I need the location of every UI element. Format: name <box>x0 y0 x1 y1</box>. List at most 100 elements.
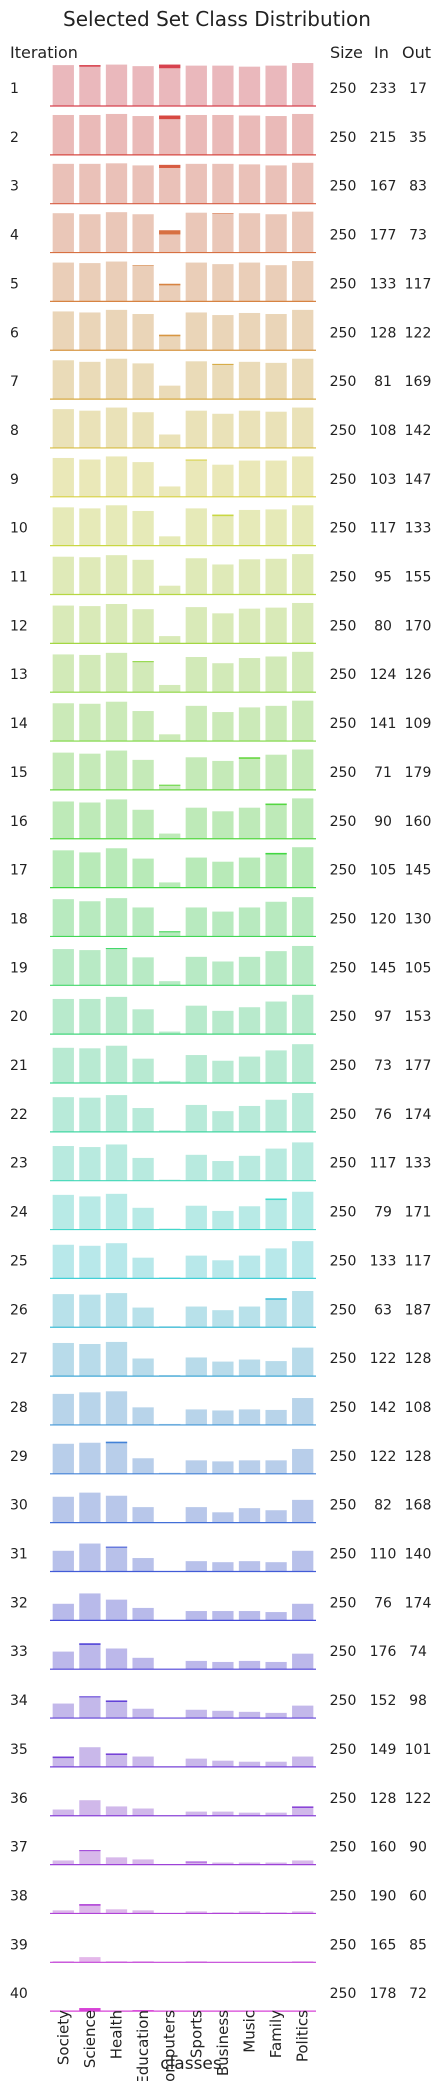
pool-bar <box>132 412 154 448</box>
pool-bar <box>238 1359 261 1377</box>
pool-bar <box>132 609 154 644</box>
pool-bar <box>105 163 128 204</box>
pool-bar <box>79 508 101 546</box>
selected-bar <box>159 334 181 337</box>
pool-bar <box>132 559 154 595</box>
pool-bar <box>105 407 128 448</box>
pool-bar <box>292 1499 314 1523</box>
pool-bar <box>185 657 207 693</box>
pool-bar <box>292 602 314 644</box>
pool-bar <box>185 1255 207 1279</box>
pool-bar <box>292 897 314 937</box>
pool-bar <box>265 116 287 155</box>
out-value: 133 <box>405 521 432 537</box>
pool-bar <box>265 901 287 937</box>
pool-bar <box>212 1111 234 1132</box>
pool-bar <box>238 1761 261 1767</box>
selected-bar <box>132 265 154 266</box>
pool-bar <box>292 1191 314 1230</box>
pool-bar <box>79 410 101 448</box>
x-tick-label: Science <box>81 2010 99 2068</box>
iteration-row: 20 250 97 153 <box>10 994 431 1035</box>
size-value: 250 <box>330 1351 357 1367</box>
pool-bar <box>159 115 181 155</box>
pool-bar <box>159 882 181 888</box>
pool-bar <box>105 456 128 497</box>
iteration-label: 2 <box>10 130 19 146</box>
pool-bar <box>105 652 128 693</box>
pool-bar <box>185 361 207 400</box>
out-value: 74 <box>409 1644 427 1660</box>
pool-bar <box>132 1458 154 1474</box>
pool-bar <box>292 1241 314 1279</box>
pool-bar <box>292 1044 314 1083</box>
pool-bar <box>79 1196 101 1230</box>
pool-bar <box>292 1756 314 1767</box>
selected-bar <box>265 852 287 855</box>
iteration-row: 36 250 128 122 <box>10 1791 431 1817</box>
out-value: 126 <box>405 667 432 683</box>
iteration-label: 13 <box>10 667 28 683</box>
pool-bar <box>212 760 234 790</box>
iteration-label: 35 <box>10 1742 28 1758</box>
pool-bar <box>238 907 261 937</box>
selected-bar <box>292 1806 314 1808</box>
pool-bar <box>132 1058 154 1083</box>
pool-bar <box>79 1294 101 1328</box>
pool-bar <box>105 799 128 839</box>
selected-bar <box>105 1546 128 1548</box>
pool-bar <box>265 1099 287 1132</box>
pool-bar <box>212 911 234 937</box>
iteration-rows: 1 250 233 172 250 215 353 250 167 834 250 177 735 250… <box>10 63 432 2012</box>
pool-bar <box>238 164 261 204</box>
pool-bar <box>52 1097 74 1132</box>
pool-bar <box>105 948 128 986</box>
pool-bar <box>212 114 234 155</box>
selected-bar <box>159 230 181 235</box>
in-value: 167 <box>370 179 397 195</box>
out-value: 168 <box>405 1498 432 1514</box>
size-value: 250 <box>330 130 357 146</box>
in-value: 120 <box>370 911 397 927</box>
pool-bar <box>105 64 128 106</box>
in-value: 149 <box>370 1742 397 1758</box>
pool-bar <box>238 956 261 986</box>
size-value: 250 <box>330 1058 357 1074</box>
iteration-row: 4 250 177 73 <box>10 211 427 254</box>
pool-bar <box>52 1603 74 1621</box>
pool-bar <box>79 114 101 155</box>
pool-bar <box>265 656 287 693</box>
in-value: 233 <box>370 81 397 97</box>
pool-bar <box>238 1155 261 1181</box>
pool-bar <box>238 1660 261 1670</box>
pool-bar <box>105 1700 128 1719</box>
pool-bar <box>265 852 287 888</box>
size-value: 250 <box>330 276 357 292</box>
pool-bar <box>105 358 128 400</box>
pool-bar <box>132 1657 154 1670</box>
x-axis-label: classes <box>160 2054 222 2074</box>
iteration-row: 19 250 145 105 <box>10 945 431 986</box>
pool-bar <box>265 1812 287 1816</box>
iteration-row: 31 250 110 140 <box>10 1543 431 1573</box>
selected-bar <box>159 283 181 286</box>
pool-bar <box>238 1911 261 1914</box>
iteration-row: 2 250 215 35 <box>10 113 427 156</box>
pool-bar <box>292 700 314 742</box>
pool-bar <box>292 994 314 1035</box>
iteration-label: 23 <box>10 1156 28 1172</box>
pool-bar <box>132 1257 154 1279</box>
pool-bar <box>132 66 154 106</box>
pool-bar <box>238 361 261 400</box>
pool-bar <box>238 559 261 595</box>
selected-bar <box>79 2008 101 2012</box>
pool-bar <box>52 899 74 937</box>
pool-bar <box>238 1711 261 1719</box>
iteration-row: 18 250 120 130 <box>10 897 431 938</box>
in-value: 128 <box>370 325 397 341</box>
pool-bar <box>52 1910 74 1914</box>
pool-bar <box>52 1146 74 1181</box>
iteration-label: 24 <box>10 1205 28 1221</box>
pool-bar <box>132 510 154 546</box>
pool-bar <box>265 1612 287 1621</box>
